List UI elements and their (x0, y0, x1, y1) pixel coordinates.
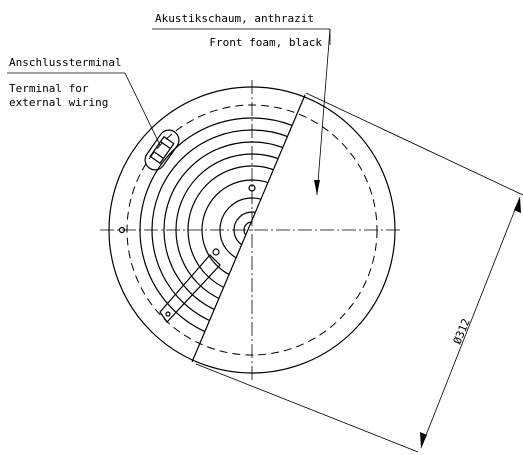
label: external wiring (9, 96, 108, 109)
label: Terminal for (9, 82, 89, 95)
terminal (141, 126, 183, 174)
callouts: Akustikschaum, anthrazit Front foam, bla… (7, 12, 330, 195)
label: Anschlussterminal (9, 56, 122, 69)
dimension-label: Ø312 (451, 317, 473, 346)
dimension: Ø312 (196, 93, 523, 452)
label: Akustikschaum, anthrazit (155, 12, 314, 25)
speaker-body (100, 80, 400, 380)
label: Front foam, black (209, 36, 322, 49)
drawing: Ø312 Akustikschaum, anthrazit Front foam… (0, 0, 523, 455)
